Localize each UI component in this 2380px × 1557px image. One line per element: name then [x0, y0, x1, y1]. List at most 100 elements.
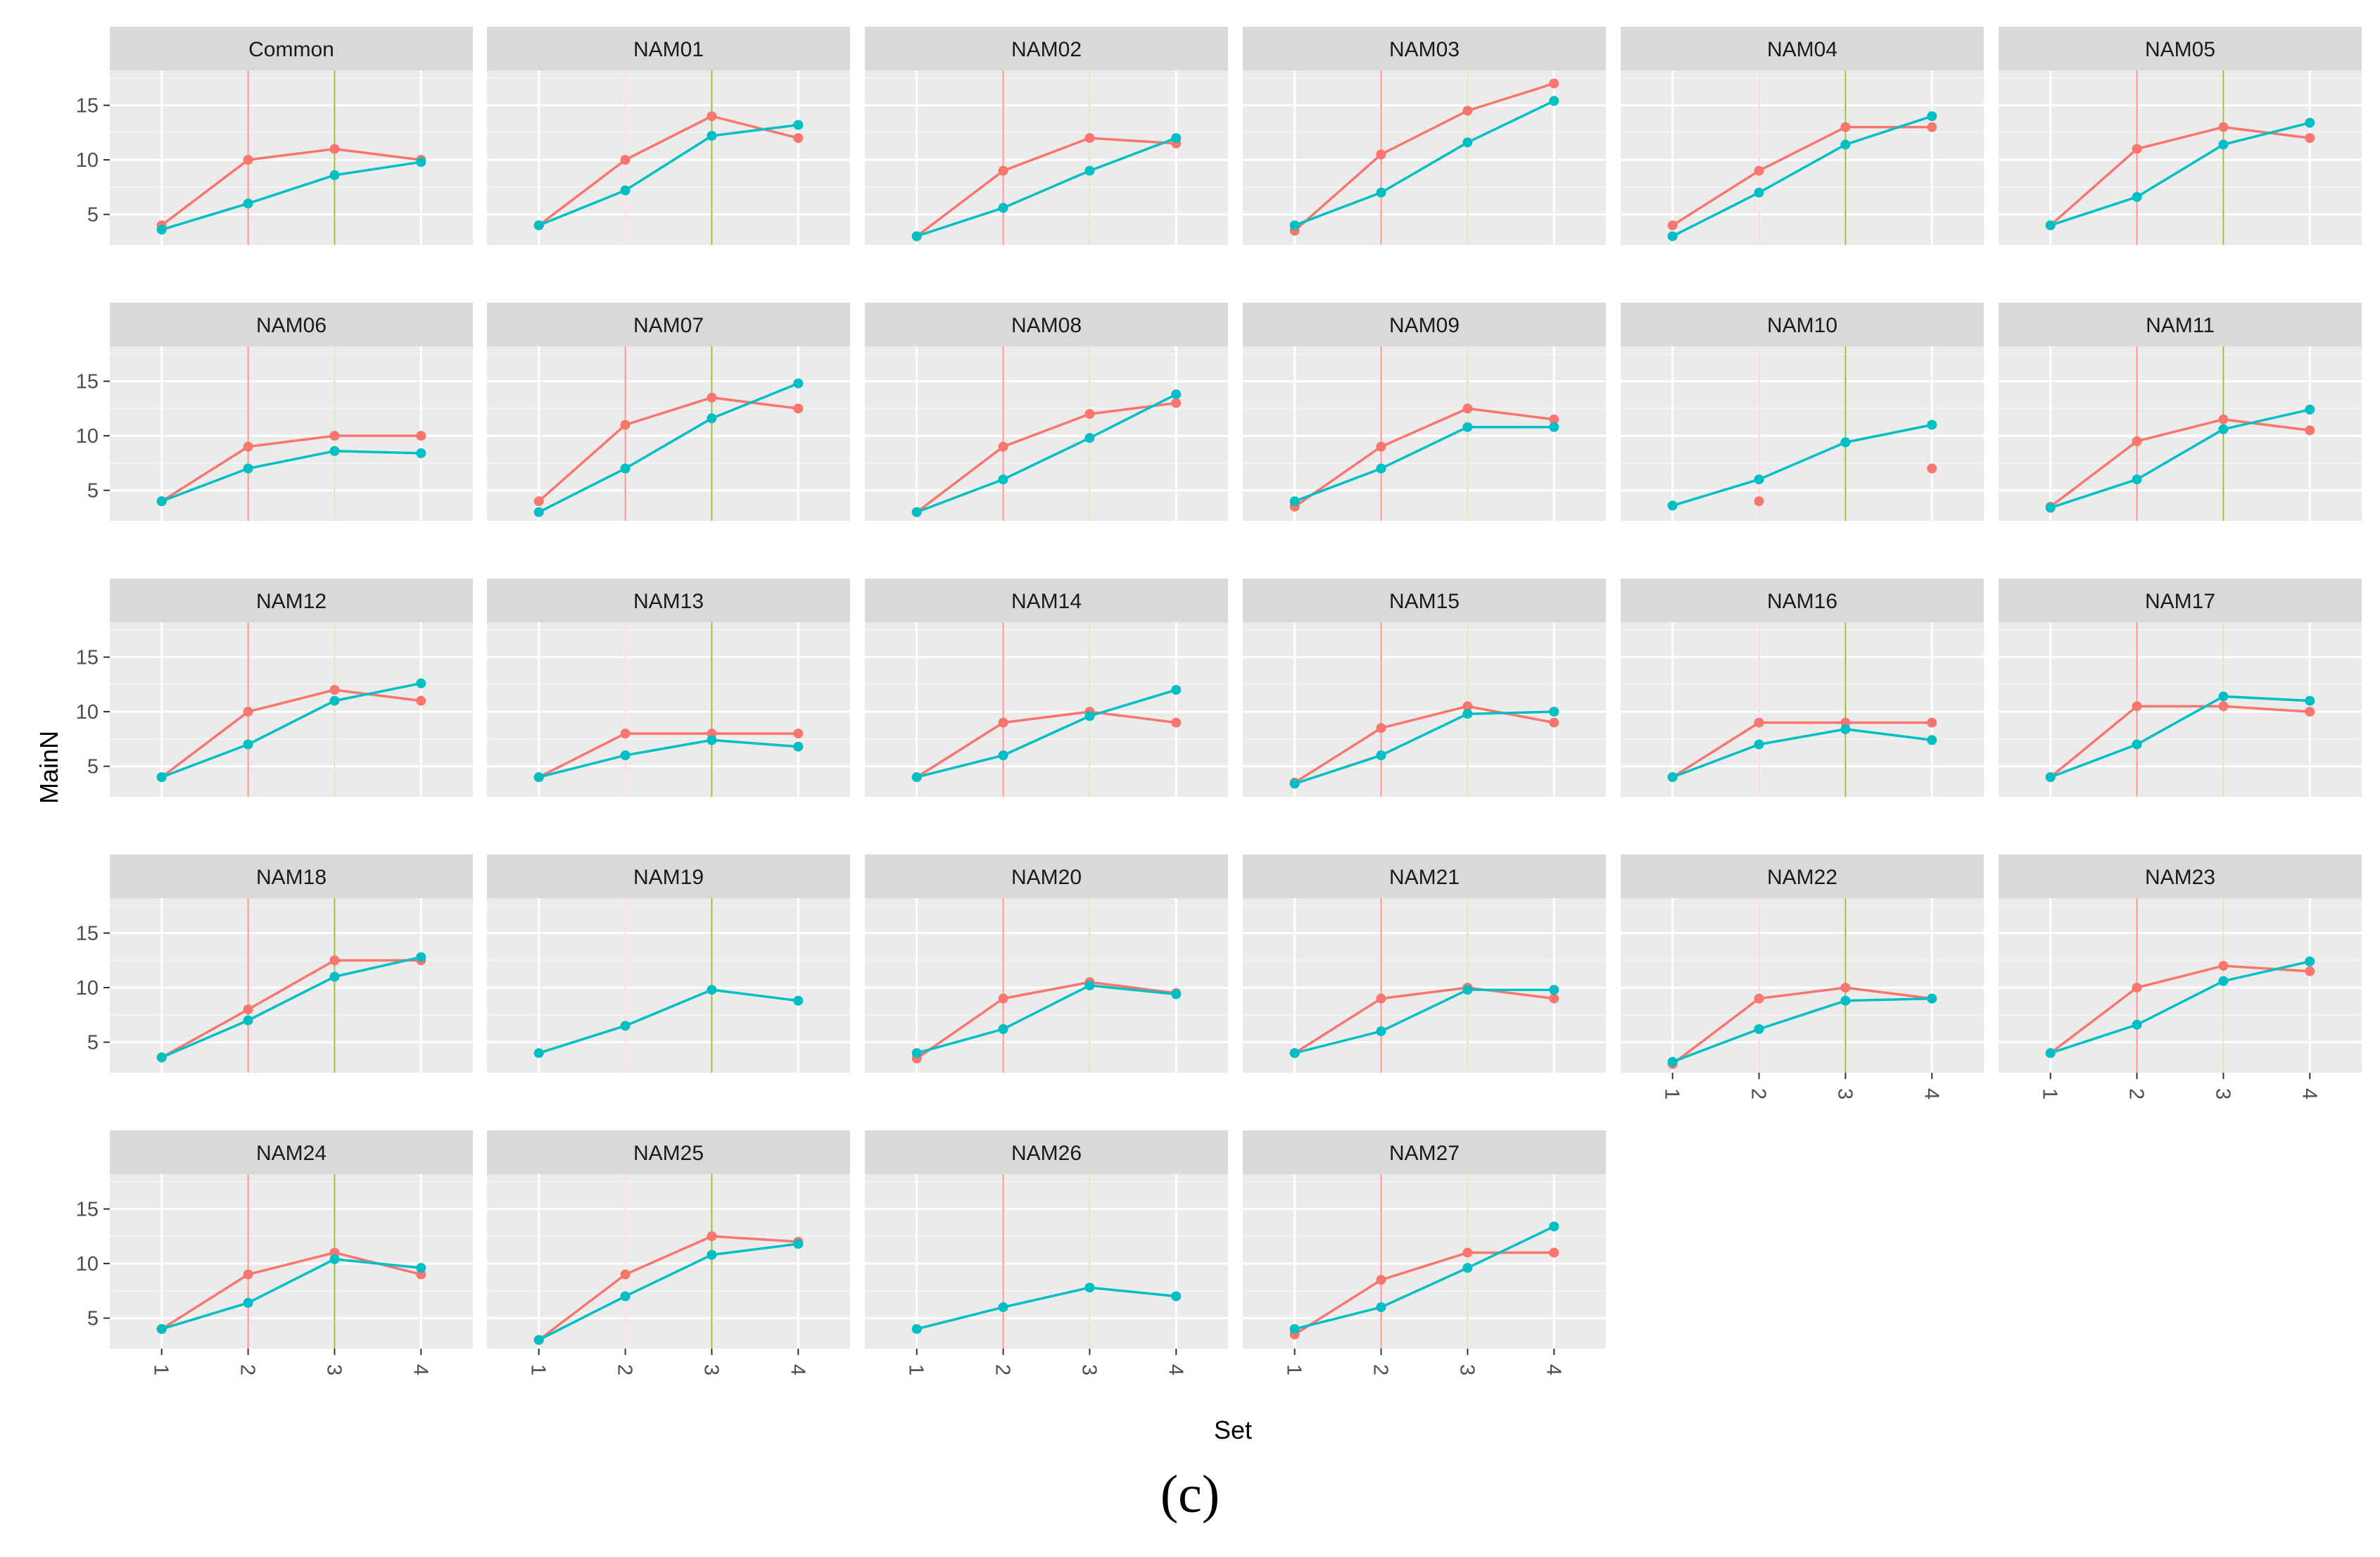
teal-series-point [707, 1249, 717, 1260]
teal-series-point [1927, 111, 1937, 122]
panel-background [487, 1174, 850, 1349]
teal-series-point [1376, 1026, 1386, 1037]
panel: NAM16 [1621, 579, 1984, 797]
panel-background [1621, 622, 1984, 797]
teal-series-point [1376, 1302, 1386, 1313]
teal-series-point [620, 185, 631, 196]
teal-series-segment [1088, 393, 1178, 439]
teal-series-segment [2049, 1023, 2139, 1054]
teal-series-segment [160, 1019, 250, 1059]
teal-series-segment [1293, 754, 1383, 786]
red-series-point [1084, 409, 1095, 420]
teal-series-segment [1844, 997, 1934, 1002]
red-series-point [2305, 133, 2315, 144]
teal-series-point [1667, 1057, 1678, 1067]
red-series-point [2218, 701, 2229, 712]
teal-series-segment [1293, 1306, 1383, 1330]
red-series-segment [1379, 705, 1469, 730]
red-series-point [1376, 441, 1386, 452]
teal-series-point [1667, 772, 1678, 783]
y-tick-label: 5 [87, 756, 99, 778]
x-tick-label: 3 [322, 1364, 345, 1375]
y-tick-label: 5 [87, 1308, 99, 1330]
red-series-point [998, 165, 1008, 176]
red-series-point [1462, 403, 1473, 414]
panel-title: NAM16 [1767, 590, 1837, 613]
red-series-segment [915, 169, 1005, 238]
teal-series-segment [2049, 196, 2139, 227]
teal-series-segment [1671, 191, 1761, 238]
panel-strip [487, 855, 850, 898]
teal-series-segment [2222, 695, 2312, 702]
teal-series-segment [537, 754, 627, 778]
panel: NAM12 5 10 15 [76, 579, 473, 797]
red-series-segment [2222, 705, 2312, 713]
panel: NAM19 [487, 855, 850, 1073]
teal-series-segment [710, 382, 800, 420]
red-series-segment [1757, 986, 1847, 1000]
panel-background [865, 622, 1228, 797]
teal-series-point [1289, 778, 1300, 789]
y-tick-label: 10 [76, 977, 99, 1000]
panel-title: NAM05 [2145, 38, 2215, 61]
red-series-segment [1001, 981, 1091, 1000]
panel-background [865, 70, 1228, 245]
teal-series-point [1462, 422, 1473, 432]
red-series-segment [246, 1251, 336, 1276]
teal-series-point [707, 985, 717, 995]
teal-series-point [1840, 437, 1851, 448]
teal-series-point [1084, 165, 1095, 176]
panel-title: NAM17 [2145, 590, 2215, 613]
red-series-segment [624, 1235, 714, 1276]
panel-title: NAM20 [1011, 866, 1082, 889]
red-series-segment [624, 115, 714, 161]
teal-series-point [1289, 1048, 1300, 1059]
panel: NAM06 5 10 15 [76, 303, 473, 521]
red-series-segment [915, 721, 1005, 778]
panel-title: NAM03 [1389, 38, 1460, 61]
teal-series-segment [2135, 143, 2225, 198]
figure-caption: (c) [1160, 1465, 1220, 1524]
panel-title: NAM18 [256, 866, 327, 889]
teal-series-point [1171, 685, 1182, 695]
red-series-segment [537, 732, 627, 778]
teal-series-segment [537, 1024, 627, 1054]
teal-series-segment [1379, 425, 1469, 470]
teal-series-segment [915, 1306, 1005, 1330]
teal-series-segment [1757, 999, 1847, 1030]
panel-background [1999, 346, 2362, 521]
teal-series-segment [160, 1301, 250, 1330]
teal-series-segment [160, 743, 250, 778]
red-series-point [2132, 436, 2142, 446]
teal-series-segment [246, 1258, 336, 1304]
x-tick-label: 4 [1542, 1364, 1564, 1375]
teal-series-segment [160, 202, 250, 232]
panel-background [1999, 70, 2362, 245]
x-tick-label: 3 [2211, 1088, 2234, 1099]
teal-series-point [1549, 985, 1559, 995]
red-series-segment [1293, 726, 1383, 784]
panel: NAM11 [1999, 303, 2362, 521]
red-series-point [1376, 149, 1386, 160]
red-series-segment [160, 1273, 250, 1330]
teal-series-point [416, 678, 426, 688]
red-series-segment [246, 959, 336, 1011]
panel-strip [1621, 855, 1984, 898]
teal-series-segment [246, 174, 336, 205]
teal-series-segment [246, 450, 336, 470]
x-tick-label: 1 [1661, 1088, 1683, 1099]
red-series-point [1549, 1247, 1559, 1258]
panel-strip [1243, 1130, 1606, 1174]
red-series-point [2132, 144, 2142, 154]
red-series-point [793, 403, 804, 414]
red-series-point [1927, 717, 1937, 728]
teal-series-segment [1293, 191, 1383, 227]
teal-series-point [2305, 695, 2315, 706]
panel-title: NAM02 [1011, 38, 1082, 61]
red-series-segment [537, 423, 627, 503]
panel-background [110, 1174, 473, 1349]
red-series-segment [1293, 153, 1383, 232]
teal-series-point [1549, 707, 1559, 717]
red-series-point [2218, 122, 2229, 132]
teal-series-point [911, 772, 922, 783]
